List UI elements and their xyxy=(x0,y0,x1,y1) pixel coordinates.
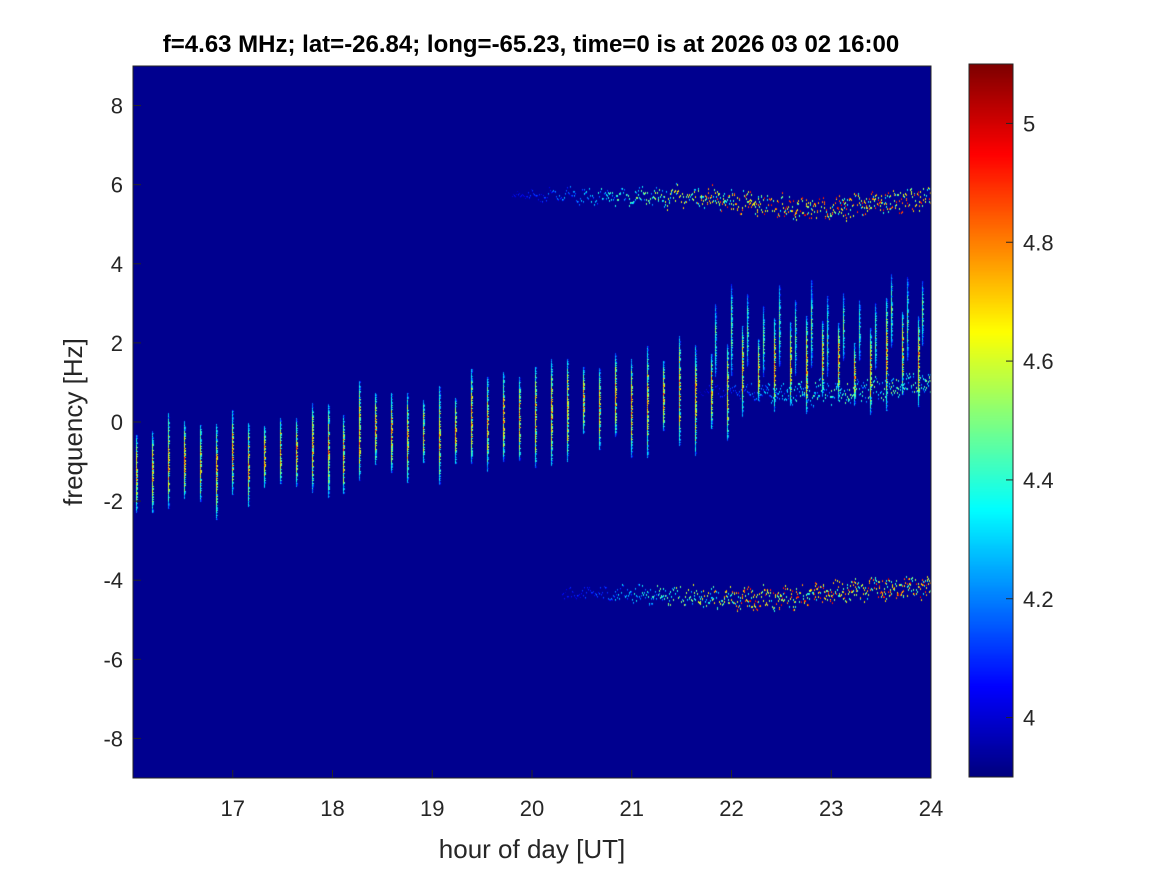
colorbar-tick-label: 4 xyxy=(1023,706,1035,731)
colorbar-gradient xyxy=(969,64,1013,777)
y-axis-ticks: -8 -6 -4 -2 0 2 4 6 8 xyxy=(103,94,141,751)
colorbar-tick-label: 4.4 xyxy=(1023,468,1054,493)
x-tick-label: 17 xyxy=(221,796,245,821)
colorbar-tick-label: 4.8 xyxy=(1023,230,1054,255)
x-tick-label: 22 xyxy=(719,796,743,821)
y-tick-label: 6 xyxy=(111,173,123,198)
y-axis-label: frequency [Hz] xyxy=(58,338,88,506)
y-tick-label: -2 xyxy=(103,489,123,514)
x-tick-label: 19 xyxy=(420,796,444,821)
colorbar-tick-label: 4.2 xyxy=(1023,587,1054,612)
x-tick-label: 23 xyxy=(819,796,843,821)
spectrogram-image xyxy=(133,66,931,778)
y-tick-label: -4 xyxy=(103,568,123,593)
x-tick-label: 21 xyxy=(620,796,644,821)
x-tick-label: 24 xyxy=(919,796,943,821)
y-tick-label: 4 xyxy=(111,252,123,277)
colorbar-ticks: 4 4.2 4.4 4.6 4.8 5 xyxy=(1006,111,1054,731)
x-tick-label: 20 xyxy=(520,796,544,821)
colorbar-tick-label: 5 xyxy=(1023,111,1035,136)
y-tick-label: 2 xyxy=(111,331,123,356)
x-tick-label: 18 xyxy=(320,796,344,821)
x-axis-ticks: 17 18 19 20 21 22 23 24 xyxy=(221,770,943,821)
x-axis-label: hour of day [UT] xyxy=(439,834,625,864)
y-tick-label: 0 xyxy=(111,410,123,435)
colorbar-frame xyxy=(968,63,1014,778)
colorbar-tick-label: 4.6 xyxy=(1023,349,1054,374)
y-tick-label: -6 xyxy=(103,647,123,672)
y-tick-label: 8 xyxy=(111,94,123,119)
y-tick-label: -8 xyxy=(103,726,123,751)
colorbar: 4 4.2 4.4 4.6 4.8 5 xyxy=(968,63,1054,778)
chart-title: f=4.63 MHz; lat=-26.84; long=-65.23, tim… xyxy=(163,31,899,58)
